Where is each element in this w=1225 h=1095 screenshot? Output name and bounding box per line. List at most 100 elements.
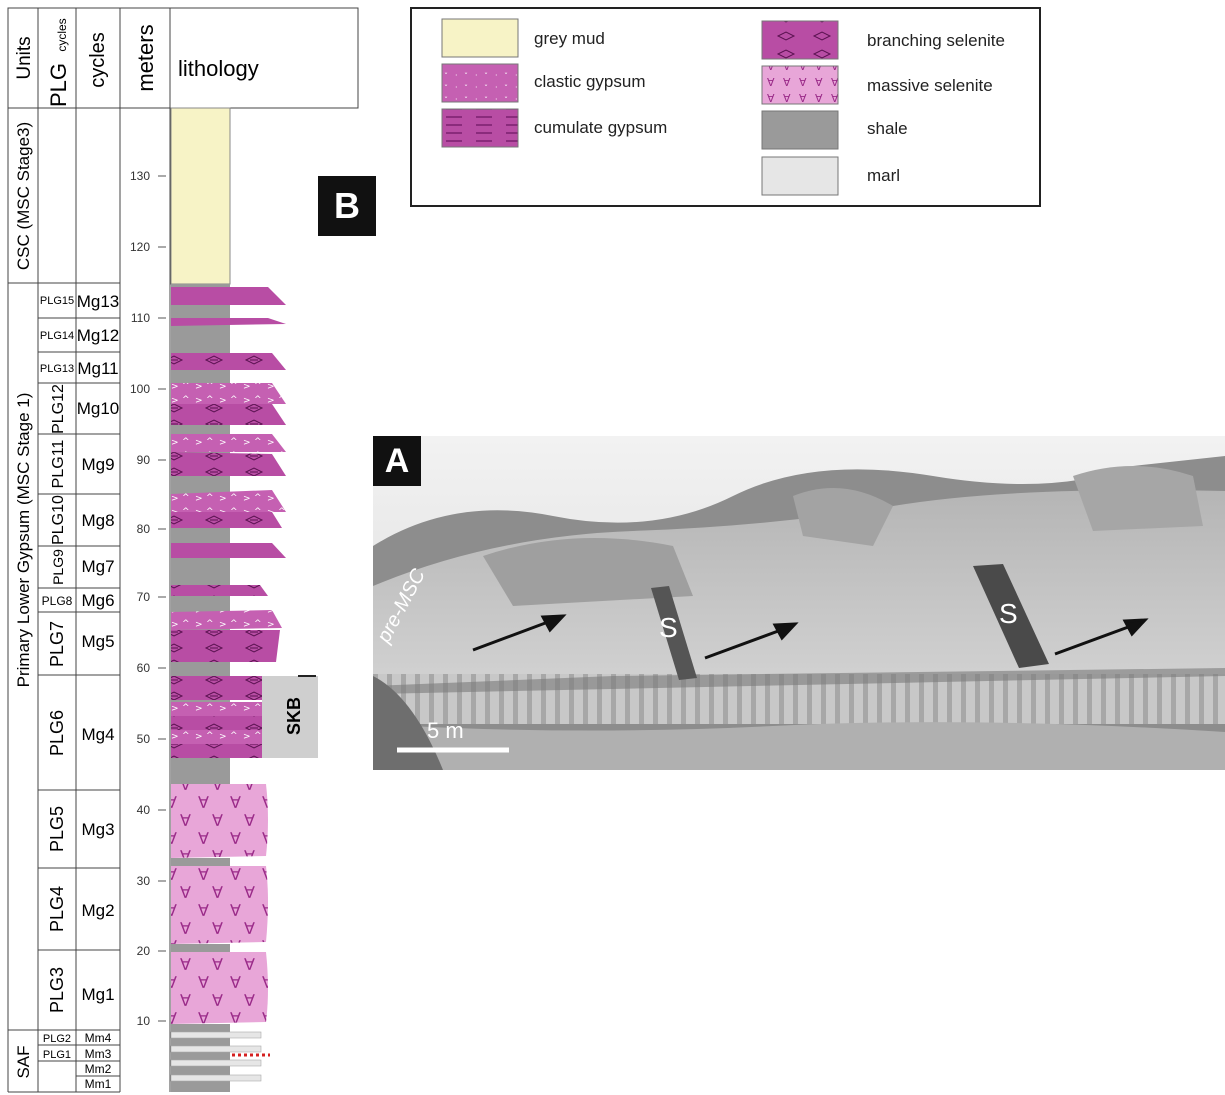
- swatch-branching-selenite: [761, 20, 839, 60]
- plg-label: PLG12: [50, 384, 67, 434]
- meter-tick: 50: [137, 732, 151, 746]
- grey-mud-layer: [170, 107, 231, 285]
- arrow-right: [1054, 618, 1149, 656]
- legend-marl: marl: [867, 166, 901, 185]
- cycle-label: Mm2: [85, 1062, 112, 1076]
- meter-tick: 40: [137, 803, 151, 817]
- plg-label: PLG15: [40, 295, 74, 307]
- arrow-middle: [704, 622, 799, 660]
- clastic-gypsum-bed: [171, 702, 286, 716]
- massive-selenite-bed: [171, 866, 268, 944]
- s-dike-left: [651, 586, 697, 680]
- cycle-label: Mg2: [81, 901, 114, 920]
- swatch-shale: [761, 110, 839, 150]
- cycle-labels: Mg13 Mg12 Mg11 Mg10 Mg9 Mg8 Mg7 Mg6 Mg5 …: [77, 292, 120, 1091]
- cycle-label: Mm4: [85, 1031, 112, 1045]
- s-label-left: S: [659, 612, 678, 643]
- cycle-label: Mg3: [81, 820, 114, 839]
- skb-label: SKB: [284, 697, 304, 735]
- meter-tick: 130: [130, 169, 150, 183]
- marl-layer: [170, 1074, 262, 1082]
- legend-massive-selenite: massive selenite: [867, 76, 993, 95]
- cycle-label: Mg9: [81, 455, 114, 474]
- cycle-label: Mg8: [81, 511, 114, 530]
- cycle-label: Mg13: [77, 292, 120, 311]
- cycle-label: Mg7: [81, 557, 114, 576]
- meter-tick: 30: [137, 874, 151, 888]
- branching-selenite-bed: [171, 353, 286, 370]
- branching-selenite-bed: [171, 744, 286, 758]
- plg-labels: PLG15 PLG14 PLG13 PLG12 PLG11 PLG10 PLG9…: [40, 295, 74, 1061]
- meter-tick: 80: [137, 522, 151, 536]
- swatch-marl: [761, 156, 839, 196]
- branching-selenite-bed: [171, 716, 286, 730]
- plg-label: PLG14: [40, 330, 74, 342]
- branching-selenite-bed: [171, 630, 280, 662]
- cycle-label: Mg12: [77, 326, 120, 345]
- plg-label: PLG9: [50, 549, 66, 585]
- cycle-label: Mg11: [77, 359, 118, 378]
- header-lithology: lithology: [178, 56, 259, 81]
- clastic-gypsum-bed: [171, 434, 286, 452]
- cycle-label: Mg5: [81, 632, 114, 651]
- legend-shale: shale: [867, 119, 908, 138]
- cycle-label: Mg10: [77, 399, 120, 418]
- s-dike-right: [973, 564, 1049, 668]
- marl-layer: [170, 1059, 262, 1067]
- s-label-right: S: [999, 598, 1018, 629]
- meter-tick: 60: [137, 661, 151, 675]
- plg-label: PLG13: [40, 363, 74, 375]
- lithology-log: SKB: [170, 107, 318, 1092]
- plg-label: PLG2: [43, 1033, 71, 1045]
- unit-csc: CSC (MSC Stage3): [14, 122, 33, 270]
- swatch-grey-mud: [441, 18, 519, 58]
- plg-label: PLG10: [50, 495, 67, 545]
- branching-selenite-bed: [171, 452, 286, 476]
- shale-layer: [171, 858, 230, 866]
- clastic-gypsum-bed: [171, 610, 282, 630]
- legend-cumulate-gypsum: cumulate gypsum: [534, 118, 668, 137]
- plg-label: PLG7: [47, 621, 67, 667]
- cycle-label: Mg6: [81, 591, 114, 610]
- massive-selenite-bed: [171, 784, 268, 858]
- marl-layer: [170, 1045, 262, 1053]
- column-header: Units PLG cycles cycles meters lithology: [7, 7, 359, 1093]
- plg-label: PLG6: [47, 710, 67, 756]
- meter-tick: 10: [137, 1014, 151, 1028]
- swatch-clastic-gypsum: [441, 63, 519, 103]
- legend-swatches: · ˇ ∀: [441, 18, 839, 196]
- cumulate-gypsum-bed: [171, 318, 286, 326]
- outcrop-photo-illustration: [373, 436, 1225, 770]
- meter-tick: 100: [130, 382, 150, 396]
- cumulate-gypsum-bed: [171, 287, 286, 305]
- cumulate-gypsum-bed: [171, 543, 286, 558]
- skb-box: [262, 676, 318, 758]
- cycle-label: Mm3: [85, 1047, 112, 1061]
- meter-tick: 70: [137, 590, 151, 604]
- arrow-left: [472, 614, 567, 652]
- plg-rows: [38, 317, 120, 1077]
- scale-label: 5 m: [427, 718, 464, 743]
- meter-tick: 90: [137, 453, 151, 467]
- unit-plg: Primary Lower Gypsum (MSC Stage 1): [14, 393, 33, 688]
- branching-selenite-bed: [171, 512, 282, 528]
- cycle-label: Mm1: [85, 1077, 112, 1091]
- plg-label: PLG4: [47, 886, 67, 932]
- header-meters: meters: [133, 24, 158, 91]
- massive-selenite-bed: [171, 952, 268, 1024]
- header-cycles: cycles: [87, 32, 109, 88]
- branching-selenite-bed: [171, 404, 286, 425]
- stratigraphic-column: ∀ ∀ > ^ Units PLG cycles cycles meters l…: [7, 7, 359, 1093]
- header-units: Units: [14, 36, 35, 79]
- shale-layer: [171, 944, 230, 952]
- legend-branching-selenite: branching selenite: [867, 31, 1005, 50]
- swatch-cumulate-gypsum: [441, 108, 519, 148]
- header-plg-cycles: cycles: [55, 18, 69, 51]
- meter-axis: 130 120 110 100 90 80 70 60 50 40 30 20 …: [130, 169, 166, 1028]
- clastic-gypsum-bed: [171, 383, 286, 404]
- header-plg: PLG: [46, 63, 71, 107]
- branching-selenite-bed: [171, 585, 268, 596]
- meter-tick: 120: [130, 240, 150, 254]
- panel-b-label: B: [318, 176, 376, 236]
- unit-labels: CSC (MSC Stage3) Primary Lower Gypsum (M…: [14, 122, 33, 1079]
